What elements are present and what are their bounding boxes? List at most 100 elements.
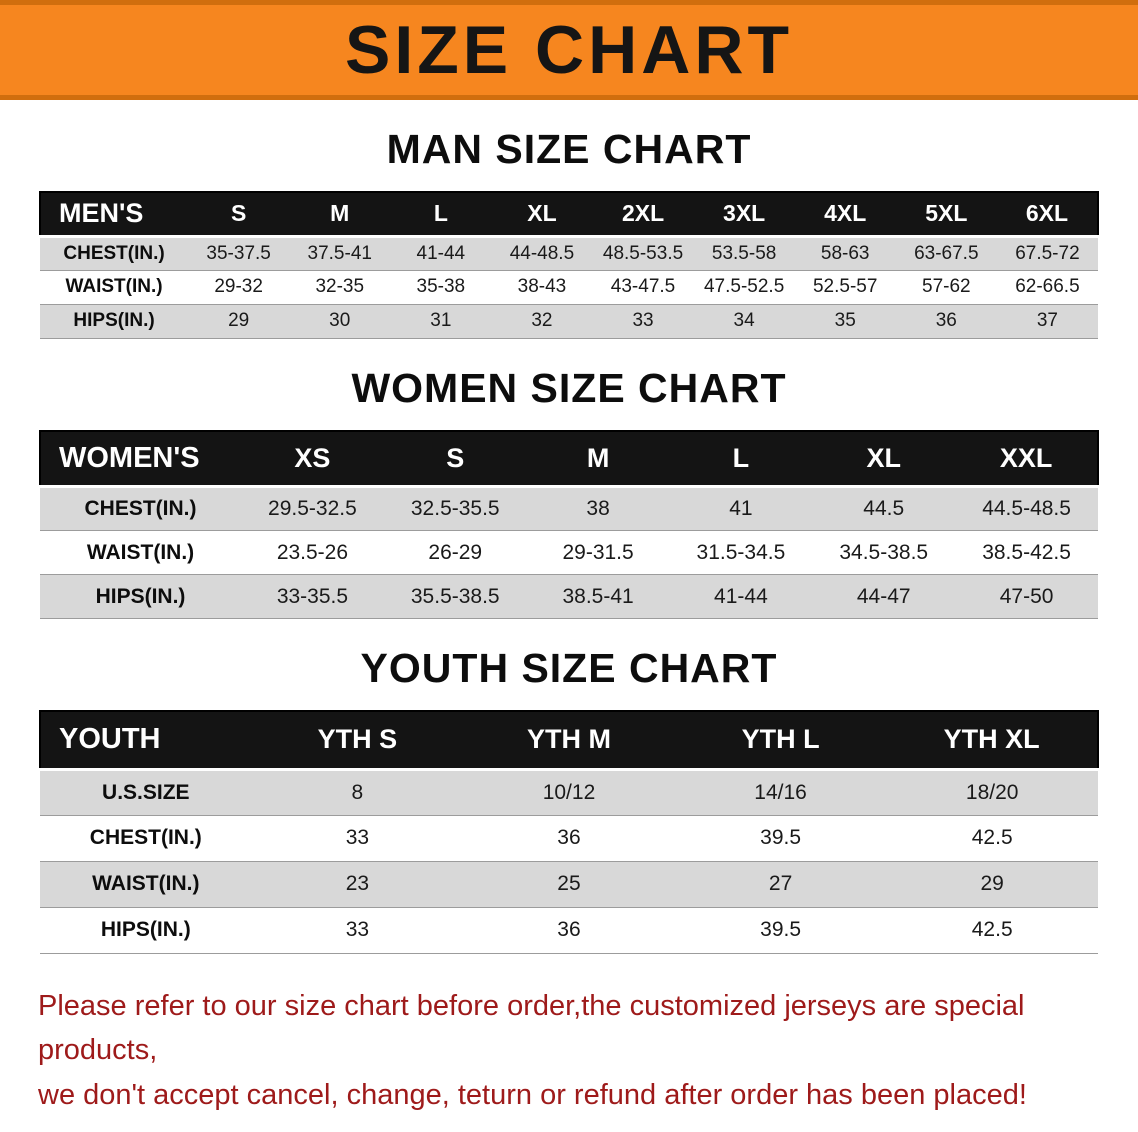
measure-cell: 35.5-38.5 — [383, 574, 527, 619]
measure-cell: 31.5-34.5 — [669, 530, 813, 575]
size-chart-banner: SIZE CHART — [0, 0, 1138, 100]
measure-cell: 36 — [463, 907, 675, 954]
measure-cell: 39.5 — [674, 907, 887, 954]
row-label: WAIST(IN.) — [40, 270, 189, 305]
row-label: CHEST(IN.) — [40, 236, 189, 271]
measure-row: CHEST(IN.) 29.5-32.5 32.5-35.5 38 41 44.5 44.5… — [40, 486, 1098, 531]
measure-cell: 29.5-32.5 — [241, 486, 384, 531]
measure-cell: 23 — [251, 861, 464, 908]
youth-size-table: YOUTH YTH S YTH M YTH L YTH XL U.S.SIZE 8 10/12… — [39, 710, 1099, 954]
measure-cell: 57-62 — [895, 270, 997, 305]
women-table-wrap: WOMEN'S XS S M L XL XXL CHEST(IN.) 29.5-32.5 32.5… — [39, 430, 1099, 619]
measure-cell: 30 — [289, 304, 391, 339]
measure-cell: 47-50 — [955, 574, 1098, 619]
measure-cell: 29-32 — [188, 270, 290, 305]
men-header-row: MEN'S S M L XL 2XL 3XL 4XL 5XL 6XL — [40, 192, 1098, 236]
measure-cell: 44-47 — [812, 574, 956, 619]
women-table-title: WOMEN'S — [40, 430, 242, 487]
measure-cell: 44-48.5 — [491, 236, 593, 271]
measure-cell: 42.5 — [886, 907, 1098, 954]
measure-row: WAIST(IN.) 23 25 27 29 — [40, 861, 1098, 908]
measure-cell: 14/16 — [674, 769, 887, 816]
footer-disclaimer: Please refer to our size chart before or… — [38, 984, 1100, 1119]
measure-cell: 38.5-41 — [526, 574, 670, 619]
measure-cell: 38 — [526, 486, 670, 531]
measure-cell: 38.5-42.5 — [955, 530, 1098, 575]
measure-cell: 36 — [463, 815, 675, 862]
measure-cell: 27 — [674, 861, 887, 908]
size-column-header: YTH L — [674, 711, 887, 769]
size-column-header: S — [383, 430, 527, 487]
row-label: U.S.SIZE — [40, 769, 252, 816]
measure-row: WAIST(IN.) 29-32 32-35 35-38 38-43 43-47.5 47.… — [40, 270, 1098, 305]
size-column-header: YTH M — [463, 711, 675, 769]
measure-cell: 31 — [390, 304, 492, 339]
row-label: WAIST(IN.) — [40, 530, 242, 575]
men-size-section: MAN SIZE CHART MEN'S S M L XL 2XL 3XL 4XL 5XL 6XL… — [0, 126, 1138, 339]
measure-cell: 10/12 — [463, 769, 675, 816]
women-size-table: WOMEN'S XS S M L XL XXL CHEST(IN.) 29.5-32.5 32.5… — [39, 430, 1099, 619]
measure-cell: 32.5-35.5 — [383, 486, 527, 531]
measure-cell: 29-31.5 — [526, 530, 670, 575]
youth-table-title: YOUTH — [40, 711, 252, 769]
measure-cell: 44.5-48.5 — [955, 486, 1098, 531]
measure-cell: 36 — [895, 304, 997, 339]
measure-cell: 67.5-72 — [996, 236, 1098, 271]
measure-cell: 53.5-58 — [693, 236, 795, 271]
row-label: WAIST(IN.) — [40, 861, 252, 908]
measure-cell: 37 — [996, 304, 1098, 339]
measure-cell: 62-66.5 — [996, 270, 1098, 305]
size-column-header: M — [289, 192, 391, 236]
measure-cell: 38-43 — [491, 270, 593, 305]
banner-title: SIZE CHART — [345, 12, 793, 88]
size-column-header: L — [390, 192, 492, 236]
size-column-header: 5XL — [895, 192, 997, 236]
measure-cell: 34 — [693, 304, 795, 339]
measure-cell: 33 — [251, 907, 464, 954]
measure-cell: 8 — [251, 769, 464, 816]
size-column-header: XL — [812, 430, 956, 487]
size-column-header: YTH S — [251, 711, 464, 769]
measure-cell: 48.5-53.5 — [592, 236, 694, 271]
size-column-header: XXL — [955, 430, 1098, 487]
size-column-header: L — [669, 430, 813, 487]
measure-cell: 35-37.5 — [188, 236, 290, 271]
measure-cell: 35 — [794, 304, 896, 339]
size-column-header: 2XL — [592, 192, 694, 236]
size-column-header: XL — [491, 192, 593, 236]
women-size-section: WOMEN SIZE CHART WOMEN'S XS S M L XL XXL CHEST(… — [0, 365, 1138, 619]
measure-cell: 29 — [188, 304, 290, 339]
measure-cell: 47.5-52.5 — [693, 270, 795, 305]
youth-table-wrap: YOUTH YTH S YTH M YTH L YTH XL U.S.SIZE 8 10/12… — [39, 710, 1099, 954]
measure-cell: 43-47.5 — [592, 270, 694, 305]
measure-cell: 25 — [463, 861, 675, 908]
measure-cell: 52.5-57 — [794, 270, 896, 305]
measure-row: HIPS(IN.) 33-35.5 35.5-38.5 38.5-41 41-44 44-… — [40, 574, 1098, 619]
youth-section-heading: YOUTH SIZE CHART — [360, 645, 778, 691]
women-header-row: WOMEN'S XS S M L XL XXL — [40, 430, 1098, 487]
measure-cell: 29 — [886, 861, 1098, 908]
measure-cell: 33 — [251, 815, 464, 862]
row-label: HIPS(IN.) — [40, 304, 189, 339]
measure-cell: 26-29 — [383, 530, 527, 575]
size-column-header: 4XL — [794, 192, 896, 236]
row-label: CHEST(IN.) — [40, 486, 242, 531]
measure-cell: 41 — [669, 486, 813, 531]
measure-cell: 34.5-38.5 — [812, 530, 956, 575]
measure-cell: 41-44 — [390, 236, 492, 271]
measure-cell: 35-38 — [390, 270, 492, 305]
measure-cell: 44.5 — [812, 486, 956, 531]
measure-row: HIPS(IN.) 33 36 39.5 42.5 — [40, 907, 1098, 954]
measure-row: CHEST(IN.) 33 36 39.5 42.5 — [40, 815, 1098, 862]
youth-header-row: YOUTH YTH S YTH M YTH L YTH XL — [40, 711, 1098, 769]
measure-cell: 33-35.5 — [241, 574, 384, 619]
men-size-table: MEN'S S M L XL 2XL 3XL 4XL 5XL 6XL CHEST(IN.) 35-37… — [39, 191, 1099, 339]
footer-disclaimer-line-1: Please refer to our size chart before or… — [38, 989, 1025, 1067]
measure-cell: 32-35 — [289, 270, 391, 305]
size-column-header: S — [188, 192, 290, 236]
measure-cell: 23.5-26 — [241, 530, 384, 575]
youth-size-section: YOUTH SIZE CHART YOUTH YTH S YTH M YTH L YTH… — [0, 645, 1138, 954]
measure-cell: 63-67.5 — [895, 236, 997, 271]
footer-disclaimer-line-2: we don't accept cancel, change, teturn o… — [38, 1079, 1027, 1112]
measure-row: WAIST(IN.) 23.5-26 26-29 29-31.5 31.5-34.5 34… — [40, 530, 1098, 575]
